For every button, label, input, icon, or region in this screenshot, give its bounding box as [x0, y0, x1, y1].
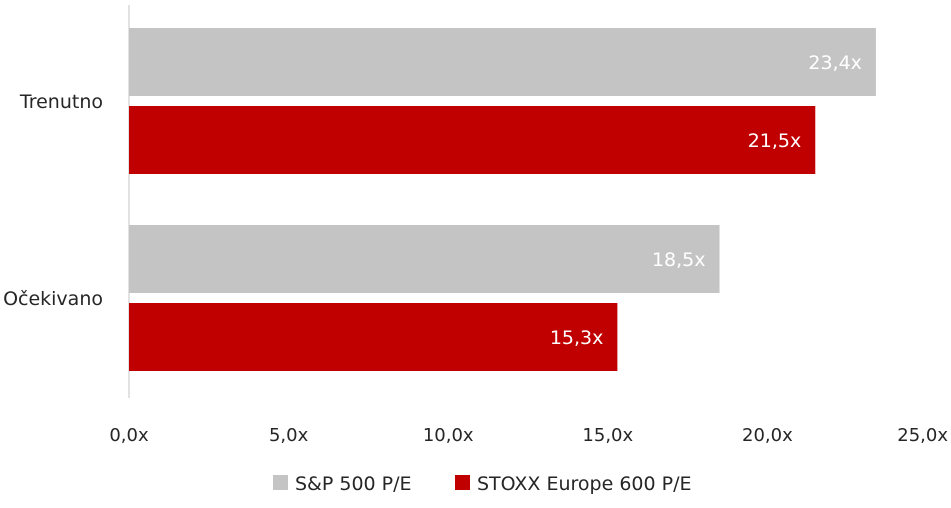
legend-swatch — [455, 475, 470, 490]
bar — [129, 28, 876, 96]
x-tick-label: 25,0x — [897, 425, 948, 446]
x-tick-label: 15,0x — [582, 425, 633, 446]
bar — [129, 303, 618, 371]
bar — [129, 225, 720, 293]
category-label: Očekivano — [3, 288, 103, 310]
x-tick-label: 10,0x — [423, 425, 474, 446]
legend-swatch — [273, 475, 288, 490]
bars-layer — [129, 28, 876, 371]
data-label: 15,3x — [550, 327, 604, 349]
data-label: 21,5x — [748, 130, 802, 152]
x-tick-label: 20,0x — [742, 425, 793, 446]
legend-label: STOXX Europe 600 P/E — [477, 473, 692, 495]
bar — [129, 106, 816, 174]
category-label: Trenutno — [19, 91, 103, 113]
x-tick-label: 5,0x — [269, 425, 309, 446]
x-tick-label: 0,0x — [109, 425, 149, 446]
labels-layer: 23,4x 21,5x Trenutno 18,5x 15,3x Očekivano 0,0… — [3, 52, 948, 446]
legend-label: S&P 500 P/E — [295, 473, 412, 495]
data-label: 18,5x — [652, 249, 706, 271]
data-label: 23,4x — [808, 52, 862, 74]
legend: S&P 500 P/E STOXX Europe 600 P/E — [273, 473, 692, 495]
